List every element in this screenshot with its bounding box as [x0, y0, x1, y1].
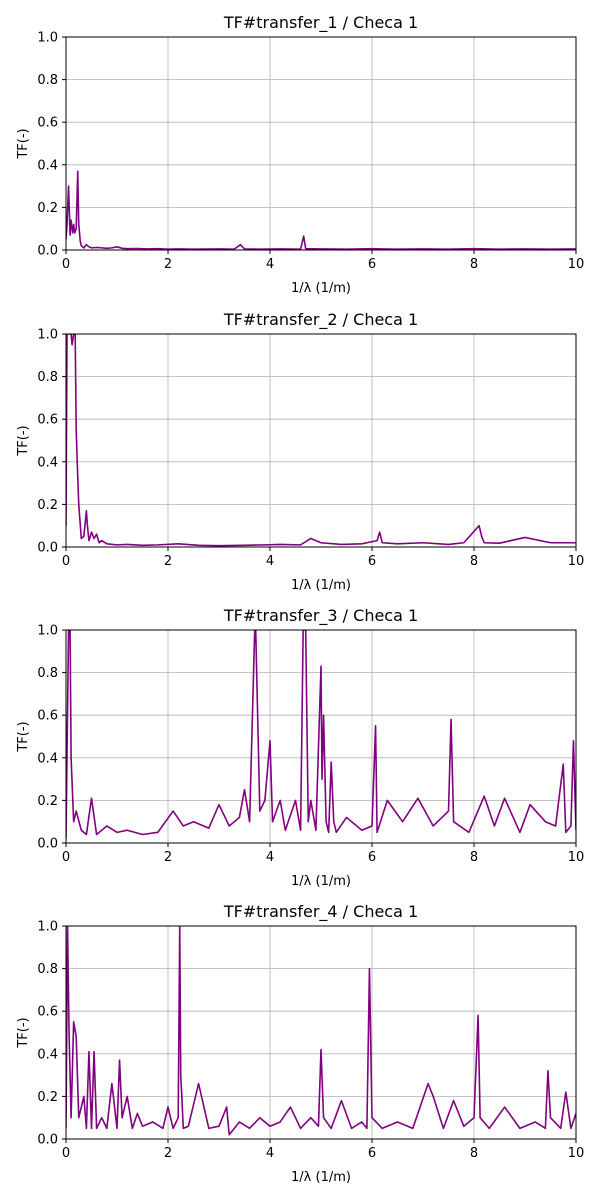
y-tick-label: 0.0 — [37, 837, 58, 852]
x-tick-label: 2 — [164, 850, 172, 865]
x-tick-label: 8 — [470, 554, 478, 569]
y-tick-label: 0.0 — [37, 244, 58, 259]
chart-title: TF#transfer_1 / Checa 1 — [223, 13, 418, 33]
x-tick-label: 10 — [568, 1146, 585, 1161]
axes-frame — [65, 333, 577, 548]
series-line — [66, 630, 576, 839]
x-tick-label: 0 — [62, 554, 70, 569]
y-tick-label: 0.6 — [37, 413, 58, 428]
subplot-2: 0 2 4 6 8 10 0.0 0.2 0.4 0.6 0.8 1.0 TF#transfer_2 /… — [16, 310, 584, 593]
y-tick-label: 0.4 — [37, 1047, 58, 1062]
chart-title: TF#transfer_2 / Checa 1 — [223, 310, 418, 330]
x-tick-label: 2 — [164, 554, 172, 569]
y-tick-label: 0.0 — [37, 1133, 58, 1148]
x-tick-label: 6 — [368, 257, 376, 272]
subplot-4: 0 2 4 6 8 10 0.0 0.2 0.4 0.6 0.8 1.0 TF#transfer_4 /… — [16, 902, 584, 1185]
y-tick-label: 0.2 — [37, 1090, 58, 1105]
chart-title: TF#transfer_3 / Checa 1 — [223, 606, 418, 626]
y-tick-label: 0.2 — [37, 201, 58, 216]
y-tick-label: 0.8 — [37, 73, 58, 88]
x-tick-label: 6 — [368, 850, 376, 865]
x-axis-label: 1/λ (1/m) — [291, 281, 351, 296]
y-tick-label: 0.2 — [37, 498, 58, 513]
x-axis-label: 1/λ (1/m) — [291, 1170, 351, 1185]
x-tick-label: 8 — [470, 850, 478, 865]
x-tick-label: 0 — [62, 850, 70, 865]
y-tick-label: 0.6 — [37, 1005, 58, 1020]
x-tick-label: 0 — [62, 257, 70, 272]
y-axis-label: TF(-) — [16, 128, 31, 159]
y-tick-label: 1.0 — [37, 328, 58, 343]
series-line — [66, 334, 576, 547]
x-axis-label: 1/λ (1/m) — [291, 874, 351, 889]
y-tick-label: 0.0 — [37, 541, 58, 556]
y-tick-label: 0.8 — [37, 666, 58, 681]
axes-frame — [65, 925, 577, 1140]
y-tick-label: 0.4 — [37, 455, 58, 470]
y-axis-label: TF(-) — [16, 425, 31, 456]
x-tick-label: 10 — [568, 554, 585, 569]
y-tick-label: 0.6 — [37, 709, 58, 724]
y-axis-label: TF(-) — [16, 1017, 31, 1048]
x-tick-label: 6 — [368, 1146, 376, 1161]
x-tick-label: 2 — [164, 1146, 172, 1161]
x-tick-label: 4 — [266, 257, 274, 272]
axes-frame — [65, 629, 577, 844]
x-tick-label: 6 — [368, 554, 376, 569]
x-tick-label: 10 — [568, 850, 585, 865]
x-tick-label: 4 — [266, 850, 274, 865]
y-tick-label: 0.4 — [37, 158, 58, 173]
series-line — [66, 170, 576, 250]
series-line — [66, 926, 576, 1136]
chart-title: TF#transfer_4 / Checa 1 — [223, 902, 418, 922]
y-tick-label: 1.0 — [37, 920, 58, 935]
x-tick-label: 4 — [266, 1146, 274, 1161]
y-tick-label: 1.0 — [37, 624, 58, 639]
y-tick-label: 0.6 — [37, 116, 58, 131]
y-tick-label: 0.8 — [37, 370, 58, 385]
x-tick-label: 0 — [62, 1146, 70, 1161]
subplot-1: 0 2 4 6 8 10 0.0 0.2 0.4 0.6 0.8 1.0 TF#transfer_1 /… — [16, 13, 584, 296]
axes-frame — [65, 36, 577, 251]
x-tick-label: 8 — [470, 257, 478, 272]
y-axis-label: TF(-) — [16, 721, 31, 752]
x-tick-label: 4 — [266, 554, 274, 569]
y-tick-label: 0.4 — [37, 751, 58, 766]
y-tick-label: 1.0 — [37, 31, 58, 46]
x-axis-label: 1/λ (1/m) — [291, 578, 351, 593]
x-tick-label: 10 — [568, 257, 585, 272]
subplot-3: 0 2 4 6 8 10 0.0 0.2 0.4 0.6 0.8 1.0 TF#transfer_3 /… — [16, 606, 584, 889]
y-tick-label: 0.2 — [37, 794, 58, 809]
x-tick-label: 8 — [470, 1146, 478, 1161]
y-tick-label: 0.8 — [37, 962, 58, 977]
x-tick-label: 2 — [164, 257, 172, 272]
